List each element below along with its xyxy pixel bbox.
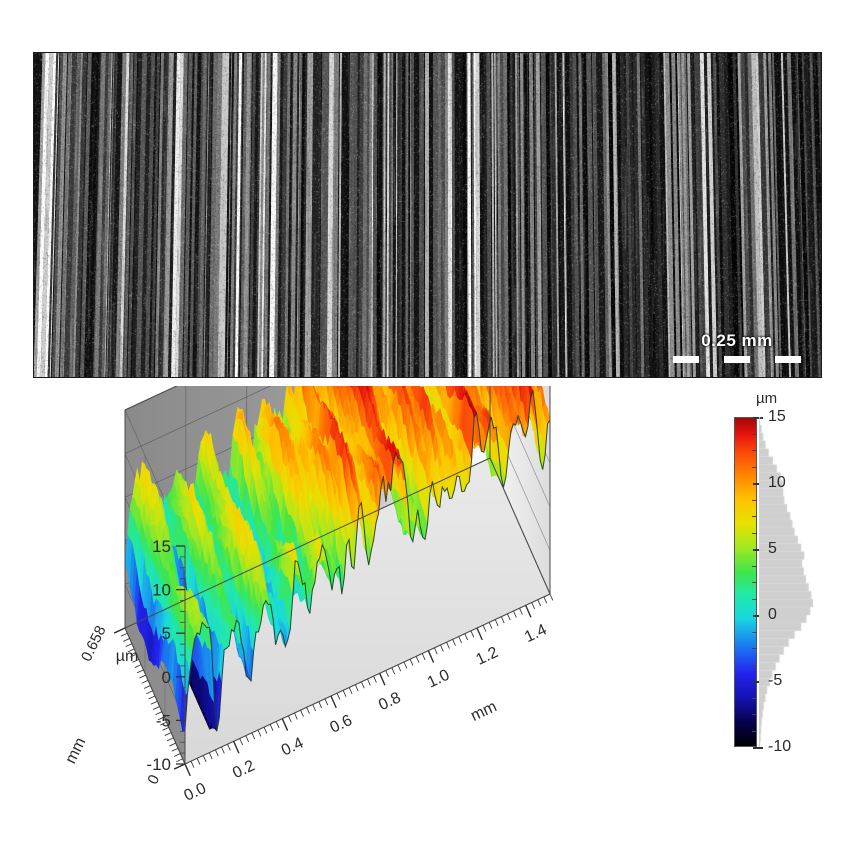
colorbar-tick-label: 5	[768, 540, 777, 557]
colorbar-ticks	[734, 417, 763, 749]
colorbar-major-tick	[753, 549, 763, 551]
x-tick-label: 0.8	[376, 689, 403, 714]
scale-bar: 0.25 mm	[673, 331, 801, 363]
colorbar-minor-tick	[752, 450, 757, 451]
x-tick-label: 0.4	[279, 735, 306, 760]
z-tick-label: 0	[162, 668, 171, 687]
colorbar-major-tick	[753, 483, 763, 485]
colorbar-minor-tick	[752, 648, 757, 649]
colorbar-unit-label: µm	[756, 390, 778, 407]
colorbar-minor-tick	[752, 730, 757, 732]
x-tick-label: 1.0	[425, 667, 452, 692]
y-tick-label: 0	[144, 772, 163, 787]
height-histogram	[759, 417, 817, 747]
colorbar-minor-tick	[752, 499, 757, 501]
colorbar-major-tick	[753, 615, 763, 617]
colorbar-minor-tick	[752, 565, 757, 567]
colorbar-minor-tick	[752, 631, 757, 633]
colorbar-minor-tick	[752, 664, 757, 666]
x-tick-label: 0.6	[328, 712, 355, 737]
z-tick-label: -5	[156, 711, 171, 730]
x-tick-label: 0.0	[182, 780, 209, 805]
colorbar-minor-tick	[752, 466, 757, 468]
colorbar-minor-tick	[752, 714, 757, 715]
z-tick-label: 15	[152, 537, 171, 556]
colorbar-major-tick	[753, 681, 763, 683]
colorbar-minor-tick	[752, 516, 757, 517]
surface-3d-canvas: 15 10 5 0 -5 -10 µm 0.0 0.2 0.4 0.6 0.8 1.0 1.2 1.4 mm 0…	[62, 386, 554, 805]
z-tick-label: 5	[162, 624, 171, 643]
z-axis-title: µm	[116, 648, 139, 665]
x-axis-title: mm	[468, 698, 499, 725]
colorbar-tick-label: -5	[768, 672, 783, 689]
colorbar-major-tick	[753, 417, 763, 419]
y-axis-title: mm	[62, 735, 89, 766]
x-tick-label: 1.2	[474, 644, 501, 669]
colorbar-tick-label: 15	[768, 408, 786, 425]
x-tick-label: 0.2	[230, 757, 257, 782]
scale-bar-segments	[673, 356, 801, 363]
surface-3d-plot: 15 10 5 0 -5 -10 µm 0.0 0.2 0.4 0.6 0.8 1.0 1.2 1.4 mm 0…	[0, 386, 730, 806]
z-tick-label: 10	[152, 581, 171, 600]
colorbar-minor-tick	[752, 433, 757, 435]
scale-bar-label: 0.25 mm	[701, 331, 773, 350]
y-tick-label: 0.658	[78, 623, 110, 664]
colorbar-tick-label: 10	[768, 474, 786, 491]
x-tick-label: 1.4	[522, 621, 549, 646]
colorbar-minor-tick	[752, 582, 757, 583]
colorbar-major-tick	[753, 747, 763, 749]
z-tick-label: -10	[146, 755, 171, 774]
micrograph-grain-texture	[34, 53, 821, 377]
colorbar-panel: µm 15 10 5 0 -5 -10	[722, 390, 842, 770]
colorbar-tick-label: 0	[768, 606, 777, 623]
colorbar-minor-tick	[752, 697, 757, 699]
colorbar-minor-tick	[752, 598, 757, 600]
optical-micrograph: 0.25 mm	[33, 52, 822, 378]
colorbar-minor-tick	[752, 532, 757, 534]
colorbar-tick-label: -10	[768, 738, 792, 755]
